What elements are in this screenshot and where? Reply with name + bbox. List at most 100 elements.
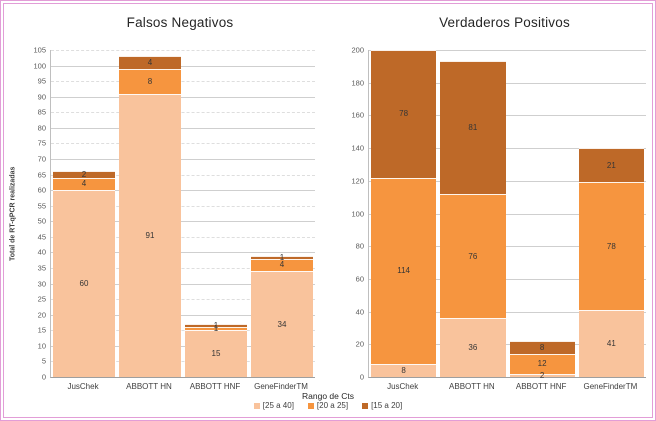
gridline	[369, 213, 646, 215]
gridline	[369, 115, 646, 117]
bar-segment-value: 1	[279, 252, 285, 262]
bar-segment-15a20: 21	[578, 148, 644, 183]
gridline	[51, 252, 315, 254]
y-tick-label: 200	[351, 45, 364, 55]
gridline	[51, 330, 315, 332]
bar-segment-value: 34	[277, 319, 287, 329]
x-category-label: ABBOTT HN	[449, 382, 495, 391]
x-axis-labels-verdaderos-positivos: JusChek ABBOTT HN ABBOTT HNF GeneFinderTM	[368, 382, 645, 391]
plot-area-falsos-negativos: 60 4 2 91 8 4 15 1 1 34 4 1	[50, 50, 315, 378]
legend-item-15-20: [15 a 20]	[362, 402, 402, 410]
bar-segment-value: 36	[468, 343, 478, 353]
y-tick-label: 15	[37, 325, 46, 335]
bar-segment-20a25: 4	[251, 258, 313, 272]
bar-segment-value: 81	[468, 123, 478, 133]
gridline	[369, 246, 646, 248]
legend-title: Rango de Cts	[302, 391, 354, 401]
bar-segment-15a20: 2	[53, 170, 115, 180]
gridline	[369, 311, 646, 313]
bar-segment-value: 2	[81, 170, 87, 180]
bar-segment-15a20: 1	[251, 252, 313, 262]
bar-segment-20a25: 76	[440, 193, 506, 319]
y-tick-label: 70	[37, 154, 46, 164]
y-tick-label: 120	[351, 176, 364, 186]
x-category-label: ABBOTT HN	[126, 382, 172, 391]
gridline	[369, 148, 646, 150]
legend-label-20-25: [20 a 25]	[316, 401, 349, 411]
y-tick-label: 45	[37, 232, 46, 242]
bar-segment-15a20: 1	[185, 321, 247, 331]
bar-segment-25a40: 15	[185, 330, 247, 377]
bar-segment-25a40: 41	[578, 309, 644, 377]
legend-swatch-20-25	[307, 403, 314, 410]
y-tick-label: 65	[37, 169, 46, 179]
y-tick-label: 50	[37, 216, 46, 226]
y-tick-label: 85	[37, 107, 46, 117]
y-tick-label: 60	[37, 185, 46, 195]
gridline	[51, 174, 315, 176]
chart-title-falsos-negativos: Falsos Negativos	[126, 15, 234, 30]
bar-segment-25a40: 91	[119, 93, 181, 377]
bar-segment-value: 4	[279, 260, 285, 270]
x-axis-labels-falsos-negativos: JusChek ABBOTT HN ABBOTT HNF GeneFinderTM	[50, 382, 314, 391]
bar-segment-20a25: 4	[53, 177, 115, 191]
y-tick-label: 0	[359, 372, 364, 382]
gridline	[51, 299, 315, 301]
y-tick-label: 75	[37, 138, 46, 148]
stacked-bar-juschek: 8 114 78	[371, 50, 437, 377]
legend-item-25-40: [25 a 40]	[253, 401, 294, 411]
legend-label-15-20: [15 a 20]	[371, 401, 403, 411]
stacked-bar-abbott-hnf: 15 1 1	[185, 321, 247, 377]
bar-segment-value: 8	[539, 343, 545, 353]
legend-swatch-25-40	[253, 403, 260, 410]
gridline	[51, 127, 315, 129]
x-category-label: JusChek	[387, 382, 419, 391]
x-category-label: JusChek	[67, 382, 99, 391]
gridline	[51, 112, 315, 114]
gridline	[51, 50, 315, 51]
bar-segment-25a40: 2	[509, 370, 575, 380]
y-tick-label: 95	[37, 76, 46, 86]
y-tick-label: 35	[37, 263, 46, 273]
y-tick-label: 0	[41, 372, 46, 382]
gridline	[51, 159, 315, 160]
y-tick-label: 100	[33, 60, 46, 70]
gridline	[51, 190, 315, 192]
y-tick-label: 140	[351, 143, 364, 153]
gridline	[51, 361, 315, 363]
legend-item-20-25: [20 a 25]	[307, 401, 349, 411]
y-tick-label: 60	[355, 274, 364, 284]
bar-segment-value: 78	[606, 241, 616, 251]
bar-segment-20a25: 78	[578, 182, 644, 310]
y-tick-label: 180	[351, 77, 364, 87]
bar-segment-20a25: 8	[119, 68, 181, 94]
gridline	[51, 314, 315, 316]
bar-segment-value: 15	[211, 349, 221, 359]
gridline	[51, 65, 315, 67]
y-tick-label: 10	[37, 341, 46, 351]
y-tick-label: 5	[41, 356, 46, 366]
bar-segment-value: 1	[213, 321, 219, 331]
y-tick-label: 25	[37, 294, 46, 304]
y-tick-label: 55	[37, 200, 46, 210]
gridline	[369, 82, 646, 84]
gridline	[51, 345, 315, 347]
bar-segment-20a25: 114	[371, 177, 437, 364]
bar-segment-15a20: 78	[371, 50, 437, 178]
gridline	[369, 344, 646, 346]
bar-segment-value: 78	[399, 109, 409, 119]
bar-segment-value: 12	[537, 359, 547, 369]
bar-segment-15a20: 4	[119, 56, 181, 69]
gridline	[51, 283, 315, 285]
bar-segment-value: 21	[606, 160, 616, 170]
bar-segment-value: 60	[79, 279, 89, 289]
bar-segment-value: 41	[606, 338, 616, 348]
legend-label-25-40: [25 a 40]	[262, 401, 294, 411]
y-tick-label: 40	[355, 306, 364, 316]
gridline	[51, 143, 315, 145]
gridline	[51, 96, 315, 98]
x-category-label: ABBOTT HNF	[515, 382, 567, 391]
bar-segment-value: 76	[468, 251, 478, 261]
bar-segment-value: 2	[539, 370, 545, 380]
